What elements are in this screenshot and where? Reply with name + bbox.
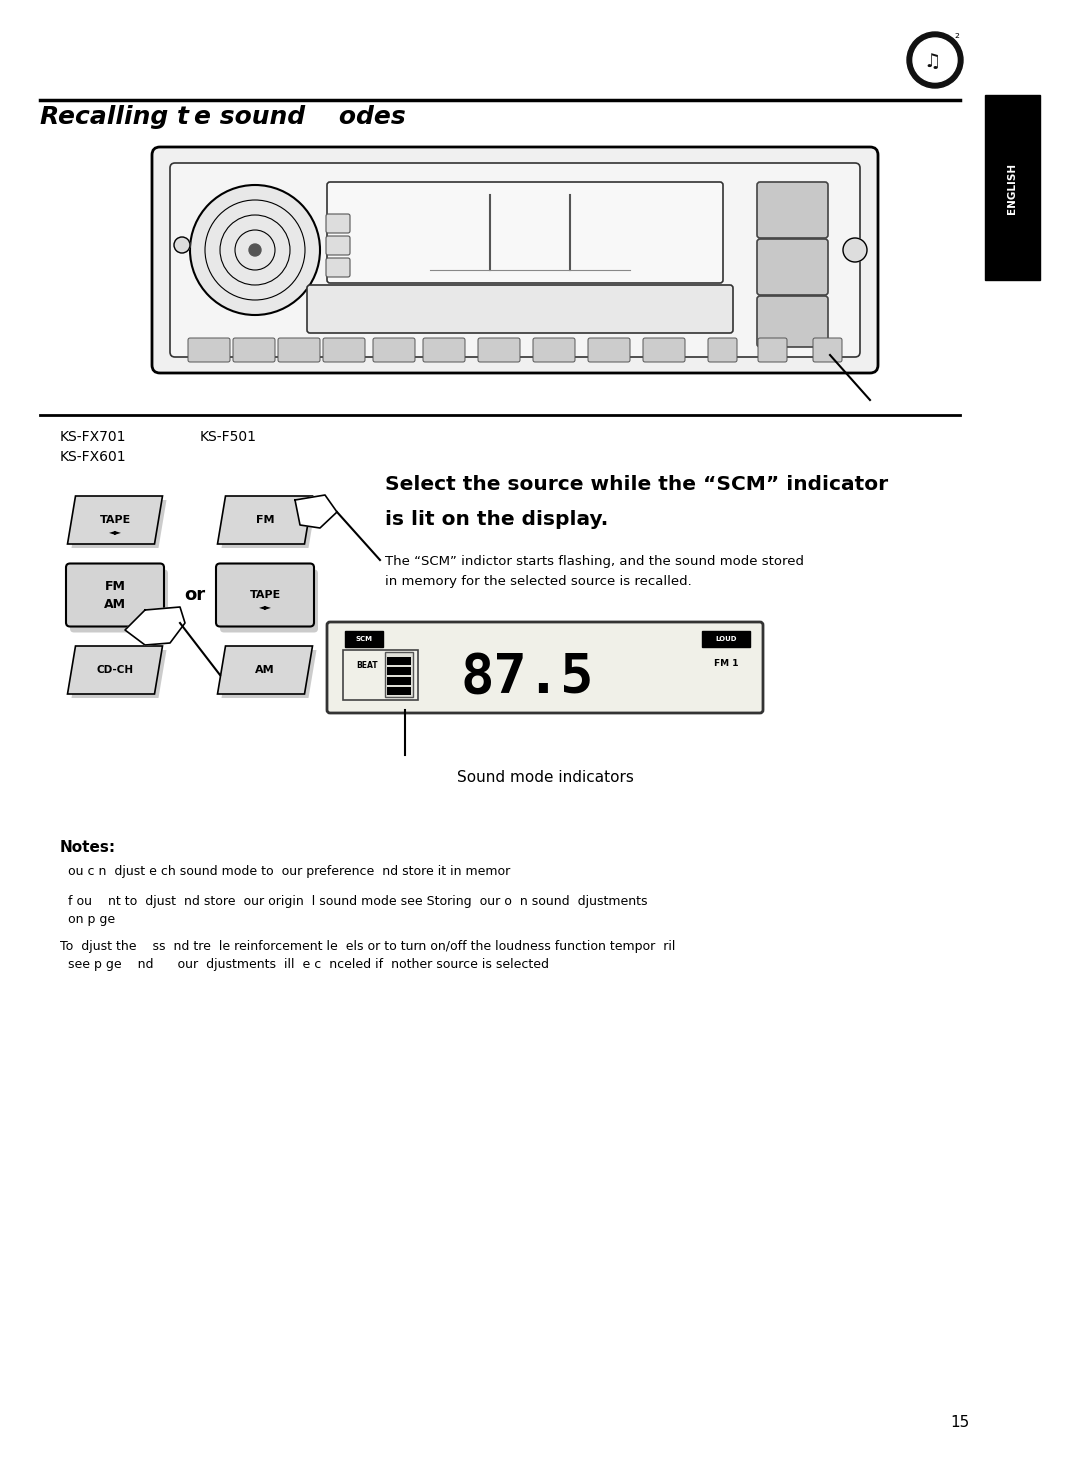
Text: Sound mode indicators: Sound mode indicators (457, 770, 634, 785)
FancyBboxPatch shape (813, 338, 842, 362)
Polygon shape (71, 650, 166, 698)
FancyBboxPatch shape (152, 146, 878, 373)
FancyBboxPatch shape (170, 163, 860, 357)
FancyBboxPatch shape (66, 564, 164, 627)
Text: The “SCM” indictor starts flashing, and the sound mode stored: The “SCM” indictor starts flashing, and … (384, 555, 804, 568)
Polygon shape (221, 501, 316, 548)
Text: TAPE: TAPE (99, 515, 131, 526)
FancyBboxPatch shape (323, 338, 365, 362)
FancyBboxPatch shape (326, 236, 350, 255)
FancyBboxPatch shape (278, 338, 320, 362)
Text: in memory for the selected source is recalled.: in memory for the selected source is rec… (384, 575, 692, 589)
Text: To  djust the    ss  nd tre  le reinforcement le  els or to turn on/off the loud: To djust the ss nd tre le reinforcement … (60, 940, 675, 971)
Polygon shape (295, 495, 337, 529)
Bar (387, 668, 411, 675)
FancyBboxPatch shape (233, 338, 275, 362)
Bar (985, 95, 1040, 280)
Text: AM: AM (255, 665, 274, 675)
FancyBboxPatch shape (220, 569, 318, 632)
Polygon shape (125, 608, 185, 646)
FancyBboxPatch shape (327, 182, 723, 283)
Polygon shape (71, 501, 166, 548)
Circle shape (907, 32, 963, 88)
Text: 87.5: 87.5 (460, 650, 594, 704)
Text: FM: FM (256, 515, 274, 526)
FancyBboxPatch shape (588, 338, 630, 362)
FancyBboxPatch shape (643, 338, 685, 362)
Text: or: or (185, 586, 205, 605)
Text: FM: FM (105, 581, 125, 593)
Text: Select the source while the “SCM” indicator: Select the source while the “SCM” indica… (384, 474, 888, 493)
Text: ◄►: ◄► (108, 527, 121, 536)
Bar (387, 676, 411, 685)
Text: ²: ² (955, 32, 959, 44)
Polygon shape (217, 496, 312, 545)
Text: KS-FX601: KS-FX601 (60, 449, 126, 464)
FancyBboxPatch shape (478, 338, 519, 362)
Text: TAPE: TAPE (249, 590, 281, 600)
Circle shape (249, 244, 261, 256)
Text: AM: AM (104, 599, 126, 612)
Bar (345, 631, 383, 647)
FancyBboxPatch shape (757, 296, 828, 347)
Circle shape (174, 237, 190, 253)
Text: ♫: ♫ (923, 53, 941, 72)
Text: BEAT: BEAT (356, 660, 378, 669)
Polygon shape (67, 496, 162, 545)
FancyBboxPatch shape (216, 564, 314, 627)
FancyBboxPatch shape (326, 258, 350, 277)
Circle shape (913, 38, 957, 82)
FancyBboxPatch shape (307, 285, 733, 332)
FancyBboxPatch shape (758, 338, 787, 362)
Text: Notes:: Notes: (60, 840, 117, 855)
Bar (387, 687, 411, 695)
Text: CD-CH: CD-CH (96, 665, 134, 675)
Bar (384, 651, 413, 697)
FancyBboxPatch shape (373, 338, 415, 362)
Text: LOUD: LOUD (715, 635, 737, 643)
Text: ou c n  djust e ch sound mode to  our preference  nd store it in memor: ou c n djust e ch sound mode to our pref… (60, 865, 510, 878)
FancyBboxPatch shape (70, 569, 168, 632)
Circle shape (190, 184, 320, 315)
Text: f ou    nt to  djust  nd store  our origin  l sound mode see Storing  our o  n s: f ou nt to djust nd store our origin l s… (60, 895, 648, 927)
Circle shape (843, 239, 867, 262)
FancyBboxPatch shape (757, 182, 828, 239)
Text: SCM: SCM (355, 635, 373, 643)
FancyBboxPatch shape (327, 622, 762, 713)
Polygon shape (221, 650, 316, 698)
Text: FM 1: FM 1 (714, 659, 739, 668)
FancyBboxPatch shape (326, 214, 350, 233)
FancyBboxPatch shape (534, 338, 575, 362)
FancyBboxPatch shape (708, 338, 737, 362)
FancyBboxPatch shape (188, 338, 230, 362)
Text: Recalling t e sound  odes: Recalling t e sound odes (40, 105, 406, 129)
Polygon shape (217, 646, 312, 694)
Bar (387, 657, 411, 665)
Bar (702, 631, 750, 647)
Text: 15: 15 (950, 1416, 970, 1430)
FancyBboxPatch shape (423, 338, 465, 362)
Text: KS-FX701: KS-FX701 (60, 430, 126, 444)
Text: KS-F501: KS-F501 (200, 430, 257, 444)
FancyBboxPatch shape (757, 239, 828, 296)
Text: ENGLISH: ENGLISH (1007, 163, 1017, 214)
Polygon shape (67, 646, 162, 694)
Text: ◄►: ◄► (258, 603, 271, 612)
Text: is lit on the display.: is lit on the display. (384, 509, 608, 529)
Bar (343, 650, 418, 700)
